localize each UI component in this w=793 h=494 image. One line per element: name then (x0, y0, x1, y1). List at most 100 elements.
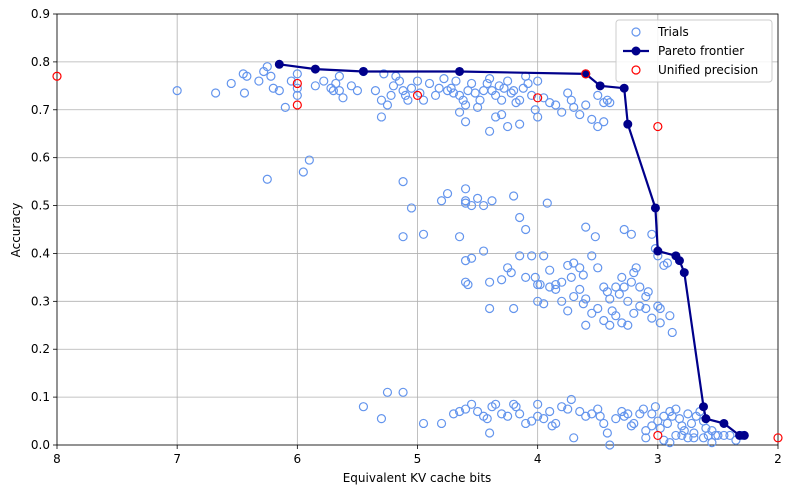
trial-point (686, 418, 697, 429)
trial-point (266, 71, 276, 81)
trial-point (292, 69, 302, 79)
trial-point (535, 279, 545, 290)
trial-point (626, 277, 636, 287)
pareto-point (650, 203, 660, 213)
trial-point (406, 203, 417, 213)
unified-precision-point (292, 78, 302, 89)
trial-point (667, 327, 677, 338)
y-tick-label: 0.2 (31, 342, 50, 356)
trial-point (713, 430, 723, 441)
trial-point (398, 232, 408, 242)
unified-precision-point (292, 100, 302, 110)
trial-point (304, 155, 314, 165)
trial-point (439, 74, 449, 84)
trial-point (382, 387, 393, 397)
y-tick-label: 0.3 (31, 294, 50, 308)
trial-point (172, 86, 182, 96)
trial-point (623, 320, 633, 330)
trial-point (491, 399, 501, 409)
trial-point (485, 303, 495, 314)
trial-point (482, 78, 492, 89)
trial-point (509, 399, 519, 409)
trial-point (638, 404, 649, 414)
trial-point (454, 232, 465, 242)
trial-point (533, 296, 543, 306)
trial-point (619, 224, 629, 235)
unified-precision-point (533, 93, 543, 103)
unified-precision-point (581, 69, 591, 79)
trial-point (659, 435, 669, 445)
pareto-point (619, 83, 629, 93)
legend-label: Pareto frontier (658, 44, 744, 58)
trial-point (563, 404, 573, 414)
trial-point (358, 402, 369, 412)
pareto-point (719, 418, 729, 428)
trial-point (655, 318, 665, 328)
legend-label: Trials (657, 25, 689, 39)
trial-point (268, 83, 278, 93)
trial-point (503, 411, 513, 421)
y-tick-label: 0.9 (31, 7, 50, 21)
trial-point (551, 100, 561, 110)
trial-point (466, 253, 477, 263)
trial-point (460, 117, 471, 127)
pareto-point (623, 119, 633, 129)
trial-point (352, 86, 363, 96)
trial-point (254, 76, 264, 86)
trial-point (653, 301, 663, 311)
trial-point (677, 421, 687, 431)
trial-point (647, 313, 657, 323)
trial-point (331, 78, 341, 89)
trial-point (595, 411, 605, 421)
trial-point (539, 414, 549, 424)
y-tick-label: 0.8 (31, 55, 50, 69)
trial-point (650, 402, 661, 412)
trial-point (448, 409, 459, 419)
trial-point (575, 263, 585, 273)
pareto-point (739, 430, 749, 440)
series-layer (52, 59, 783, 450)
trial-point (605, 294, 615, 304)
trial-point (575, 284, 585, 294)
pareto-point (701, 414, 711, 424)
unified-precision-point (52, 71, 62, 81)
y-tick-label: 0.6 (31, 151, 50, 165)
trial-point (599, 315, 609, 326)
trial-point (619, 282, 629, 292)
trial-point (551, 284, 561, 294)
trial-point (545, 406, 555, 417)
pareto-frontier-line (279, 63, 745, 437)
trial-point (382, 100, 393, 110)
trial-point (581, 320, 591, 330)
trial-point (569, 291, 579, 302)
trial-point (605, 97, 615, 108)
trial-point (412, 76, 423, 86)
legend: Trials Pareto frontier Unified precision (615, 19, 773, 83)
trial-point (499, 83, 509, 93)
trial-point (593, 303, 603, 314)
trial-point (665, 406, 675, 417)
trial-point (242, 71, 252, 81)
trial-point (485, 428, 495, 438)
trial-point (451, 76, 461, 86)
trial-point (472, 406, 483, 417)
trial-point (611, 311, 621, 321)
trial-point (466, 200, 477, 211)
trial-point (491, 112, 501, 122)
trial-point (386, 90, 396, 101)
trial-point (515, 212, 525, 223)
trial-point (599, 117, 609, 127)
trial-point (641, 291, 651, 302)
trial-point (448, 88, 459, 98)
trial-point (665, 438, 675, 448)
x-tick-label: 6 (294, 452, 302, 466)
trial-point (338, 93, 348, 103)
trial-point (542, 198, 552, 208)
trial-point (472, 193, 483, 203)
trial-point (518, 83, 528, 93)
trial-point (334, 71, 344, 81)
trial-point (578, 299, 588, 309)
pareto-point (698, 402, 708, 412)
trial-point (683, 409, 693, 419)
trial-point (310, 81, 320, 91)
